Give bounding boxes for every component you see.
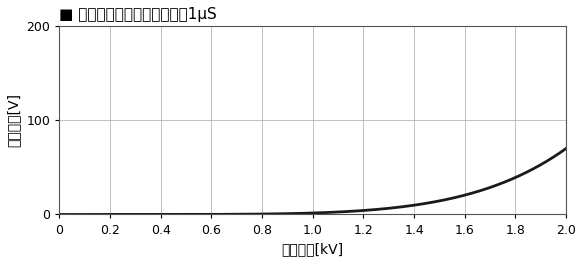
X-axis label: 入力電圧[kV]: 入力電圧[kV] [282,242,344,256]
Y-axis label: 出力電圧[V]: 出力電圧[V] [7,93,21,147]
Text: ■ パルス減衰特性　パルス庄1μS: ■ パルス減衰特性 パルス庄1μS [59,7,217,22]
